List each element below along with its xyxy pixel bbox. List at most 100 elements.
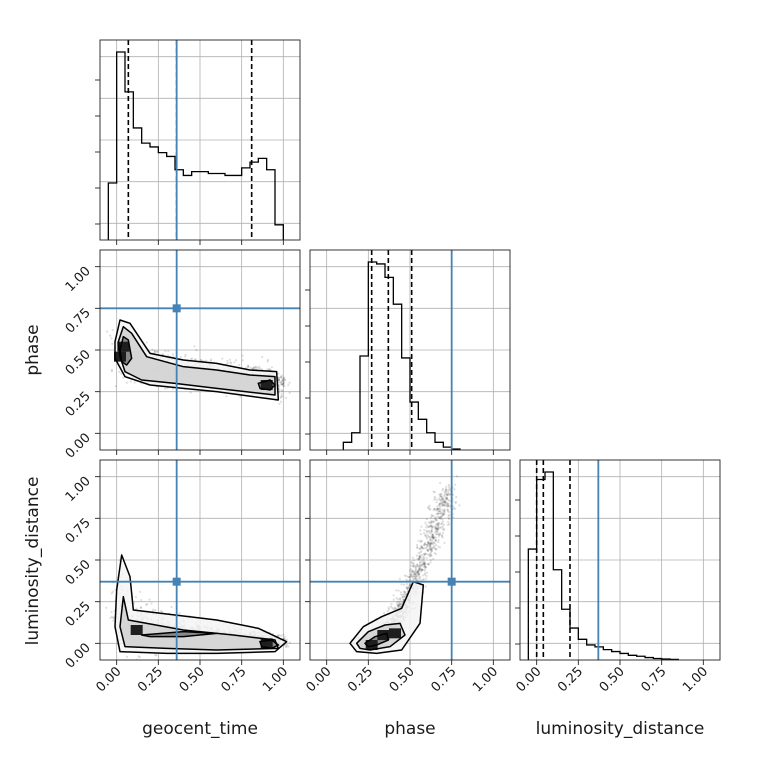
scatter-point [433, 544, 436, 548]
hist-panel-phase [305, 249, 511, 455]
scatter-point [418, 556, 421, 559]
scatter-point [429, 537, 432, 540]
scatter-point [429, 548, 433, 551]
scatter-point [398, 601, 401, 604]
scatter-point [436, 515, 439, 518]
scatter-point [414, 575, 417, 578]
scatter-point [135, 607, 138, 610]
scatter-point [282, 382, 285, 386]
scatter-point [279, 383, 283, 386]
scatter-point [435, 528, 438, 532]
scatter-point [417, 573, 420, 576]
scatter-point [420, 550, 423, 553]
scatter-point [432, 540, 435, 543]
scatter-point [416, 571, 419, 574]
scatter-point [435, 533, 438, 536]
scatter-point [280, 389, 283, 392]
scatter-point [401, 595, 405, 599]
scatter-point [277, 378, 280, 381]
scatter-point [151, 348, 154, 352]
scatter-point [288, 391, 291, 394]
scatter-point [424, 521, 427, 524]
scatter-point [426, 543, 429, 546]
scatter-point [241, 359, 244, 362]
density-peak [389, 628, 401, 639]
scatter-point [435, 501, 438, 504]
scatter-point [455, 495, 458, 499]
scatter-point [281, 383, 284, 386]
scatter-point [426, 544, 430, 548]
scatter-point [409, 574, 412, 578]
scatter-point [427, 530, 430, 533]
scatter-point [414, 575, 417, 578]
scatter-point [252, 366, 255, 369]
scatter-point [193, 345, 196, 348]
scatter-point [398, 602, 401, 605]
scatter-point [436, 530, 439, 533]
scatter-point [427, 553, 430, 556]
scatter-point [419, 575, 422, 578]
scatter-point [447, 485, 451, 488]
scatter-point [156, 350, 159, 353]
scatter-point [426, 549, 430, 553]
scatter-point [443, 512, 446, 515]
scatter-point [444, 497, 447, 500]
scatter-point [418, 568, 421, 572]
scatter-point [184, 353, 187, 356]
scatter-point [425, 526, 428, 529]
scatter-point [446, 493, 449, 496]
scatter-point [280, 393, 283, 396]
scatter-point [428, 508, 431, 511]
scatter-point [428, 532, 431, 535]
scatter-point [400, 583, 403, 586]
scatter-point [436, 507, 439, 510]
scatter-point [437, 533, 440, 536]
scatter-point [418, 564, 422, 567]
scatter-point [443, 508, 446, 511]
scatter-point [387, 606, 390, 609]
scatter-point [170, 605, 173, 609]
scatter-point [429, 552, 432, 556]
scatter-point [448, 493, 451, 496]
scatter-point [419, 570, 422, 573]
scatter-point [431, 537, 435, 540]
scatter-point [427, 563, 430, 566]
scatter-point [428, 542, 431, 545]
density-peak [260, 380, 273, 390]
scatter-point [441, 518, 444, 521]
scatter-point [406, 586, 409, 589]
scatter-point [423, 553, 426, 556]
scatter-point [402, 595, 406, 598]
scatter-point [233, 361, 236, 364]
y-tick-label: 1.00 [63, 474, 94, 505]
scatter-point [427, 535, 430, 538]
scatter-point [415, 554, 419, 557]
scatter-point [447, 504, 450, 508]
scatter-point [452, 506, 456, 509]
scatter-point [422, 562, 426, 565]
scatter-point [440, 522, 443, 525]
scatter-point [408, 584, 411, 587]
scatter-point [134, 595, 138, 599]
scatter-point [443, 510, 446, 514]
scatter-point [441, 508, 444, 511]
scatter-point [447, 490, 450, 493]
scatter-point [282, 379, 285, 382]
scatter-point [448, 522, 451, 526]
scatter-point [454, 483, 457, 486]
scatter-point [288, 381, 291, 384]
scatter-point [110, 337, 113, 340]
scatter-point [444, 501, 447, 504]
scatter-point [430, 513, 433, 517]
scatter-point [396, 604, 400, 607]
scatter-point [280, 380, 283, 384]
scatter-point [139, 606, 143, 610]
y-tick-label: 0.50 [63, 347, 94, 378]
scatter-point [254, 365, 257, 369]
scatter-point [194, 358, 197, 361]
scatter-point [278, 380, 281, 384]
scatter-point [427, 542, 430, 545]
scatter-point [287, 383, 290, 387]
scatter-point [438, 546, 441, 549]
